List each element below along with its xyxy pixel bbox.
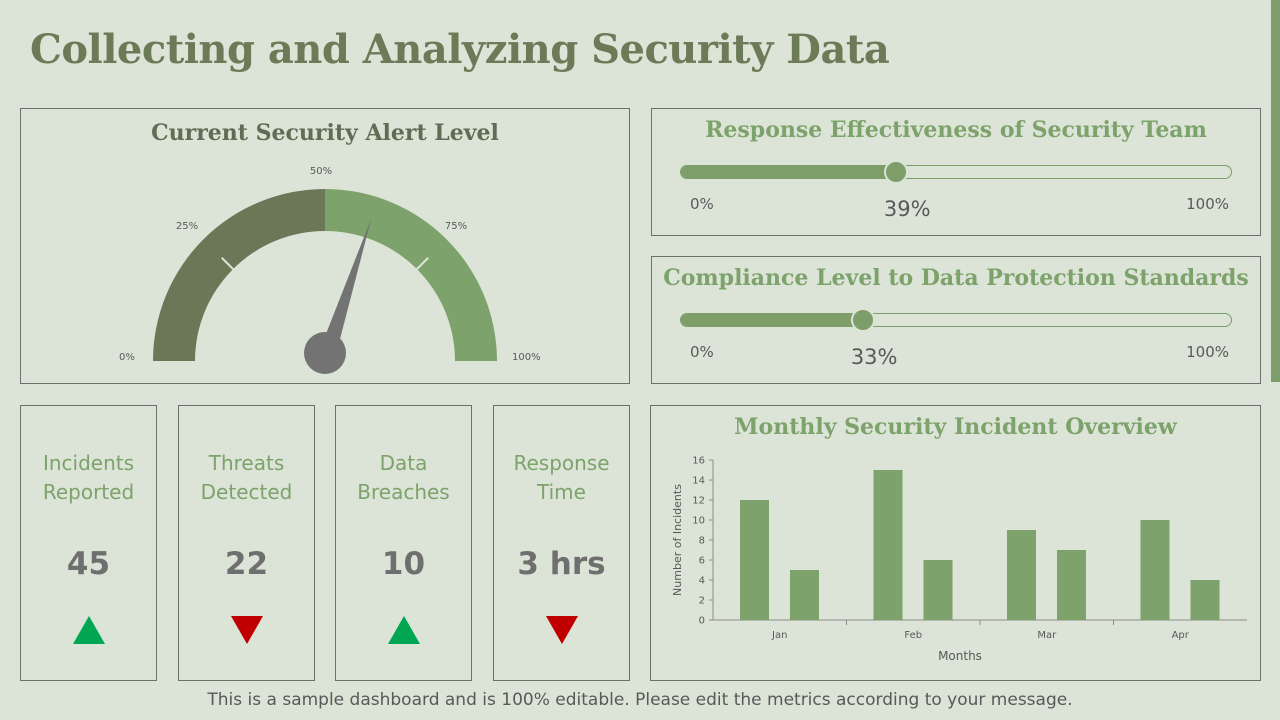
y-tick-label: 0: [699, 616, 705, 627]
gauge-needle-hub: [304, 332, 346, 374]
kpi-label-line: Response: [513, 451, 610, 475]
y-tick-label: 14: [692, 476, 705, 487]
accent-bar: [1271, 0, 1280, 382]
gauge-label: 75%: [445, 221, 467, 232]
y-tick-label: 8: [699, 536, 705, 547]
compliance-level-track: [680, 308, 1232, 332]
kpi-label-line: Detected: [200, 480, 293, 504]
gauge-tick: [414, 257, 429, 272]
y-tick-label: 16: [692, 456, 705, 467]
incident-bar-chart: 0 2 4 6 8 10 12 14 16 Jan Feb Mar Apr Months Number of…: [671, 456, 1247, 663]
trend-up-icon: [387, 616, 420, 644]
bar-mar-2: [1057, 550, 1086, 620]
x-tick-label: Jan: [771, 630, 787, 641]
y-axis-label: Number of Incidents: [671, 484, 684, 596]
x-tick-label: Feb: [904, 630, 922, 641]
compliance-level-fill: [681, 314, 863, 326]
trend-down-icon: [230, 616, 263, 644]
alert-level-title: Current Security Alert Level: [151, 120, 499, 146]
gauge-label: 25%: [176, 221, 198, 232]
kpi-value: 45: [66, 546, 111, 582]
alert-level-gauge: 0% 25% 50% 75% 100%: [119, 166, 541, 374]
kpi-label: Response Time: [494, 449, 629, 507]
gauge-label: 50%: [310, 166, 332, 177]
kpi-label: Data Breaches: [336, 449, 471, 507]
chart-title: Monthly Security Incident Overview: [734, 414, 1177, 440]
kpi-label-line: Breaches: [357, 480, 450, 504]
response-effectiveness-value: 39%: [883, 197, 931, 221]
kpi-card-response-time: Response Time 3 hrs: [493, 405, 630, 681]
y-tick-label: 10: [692, 516, 705, 527]
gauge-label: 0%: [119, 352, 135, 363]
bar-feb-2: [923, 560, 953, 620]
y-tick-label: 12: [692, 496, 705, 507]
y-tick-label: 4: [699, 576, 705, 587]
kpi-label-line: Threats: [208, 451, 285, 475]
kpi-label: Threats Detected: [179, 449, 314, 507]
y-tick-label: 6: [699, 556, 705, 567]
trend-down-icon: [545, 616, 578, 644]
response-effectiveness-knob[interactable]: [883, 160, 908, 184]
compliance-level-knob[interactable]: [850, 308, 875, 332]
gauge-high-arc-end: [455, 359, 497, 361]
kpi-label-line: Incidents: [42, 451, 135, 475]
response-effectiveness-max-label: 100%: [1186, 195, 1229, 213]
kpi-card-threats: Threats Detected 22: [178, 405, 315, 681]
kpi-label: Incidents Reported: [21, 449, 156, 507]
x-tick-label: Mar: [1037, 630, 1057, 641]
kpi-label-line: Reported: [42, 480, 135, 504]
compliance-level-panel: Compliance Level to Data Protection Stan…: [651, 256, 1261, 384]
compliance-level-title: Compliance Level to Data Protection Stan…: [663, 265, 1249, 291]
gauge-low-arc-end: [153, 359, 195, 361]
trend-up-icon: [72, 616, 105, 644]
alert-level-panel: Current Security Alert Level 0% 25% 50% 75%…: [20, 108, 630, 384]
gauge-label: 100%: [512, 352, 541, 363]
kpi-label-line: Data: [379, 451, 428, 475]
response-effectiveness-panel: Response Effectiveness of Security Team …: [651, 108, 1261, 236]
response-effectiveness-min-label: 0%: [690, 195, 714, 213]
gauge-low-arc: [153, 189, 325, 361]
response-effectiveness-title: Response Effectiveness of Security Team: [705, 117, 1207, 143]
compliance-level-max-label: 100%: [1186, 343, 1229, 361]
incident-chart-panel: Monthly Security Incident Overview 0 2 4 6 8…: [650, 405, 1261, 681]
bar-jan-2: [790, 570, 819, 620]
page-title: Collecting and Analyzing Security Data: [30, 26, 890, 73]
footnote: This is a sample dashboard and is 100% e…: [207, 690, 1073, 710]
bar-apr-1: [1140, 520, 1170, 620]
bar-jan-1: [740, 500, 769, 620]
y-tick-label: 2: [699, 596, 705, 607]
response-effectiveness-track: [680, 160, 1232, 184]
gauge-high-arc: [325, 189, 497, 361]
compliance-level-min-label: 0%: [690, 343, 714, 361]
kpi-card-breaches: Data Breaches 10: [335, 405, 472, 681]
bar-feb-1: [873, 470, 903, 620]
compliance-level-value: 33%: [850, 345, 898, 369]
bar-mar-1: [1007, 530, 1036, 620]
x-tick-label: Apr: [1172, 630, 1190, 641]
kpi-value: 3 hrs: [517, 546, 606, 582]
response-effectiveness-fill: [681, 166, 896, 178]
kpi-card-incidents: Incidents Reported 45: [20, 405, 157, 681]
gauge-tick: [221, 257, 236, 272]
gauge-needle: [316, 218, 372, 364]
kpi-label-line: Time: [537, 480, 586, 504]
bar-apr-2: [1190, 580, 1220, 620]
x-axis-label: Months: [938, 649, 982, 663]
kpi-value: 22: [224, 546, 269, 582]
kpi-value: 10: [381, 546, 426, 582]
